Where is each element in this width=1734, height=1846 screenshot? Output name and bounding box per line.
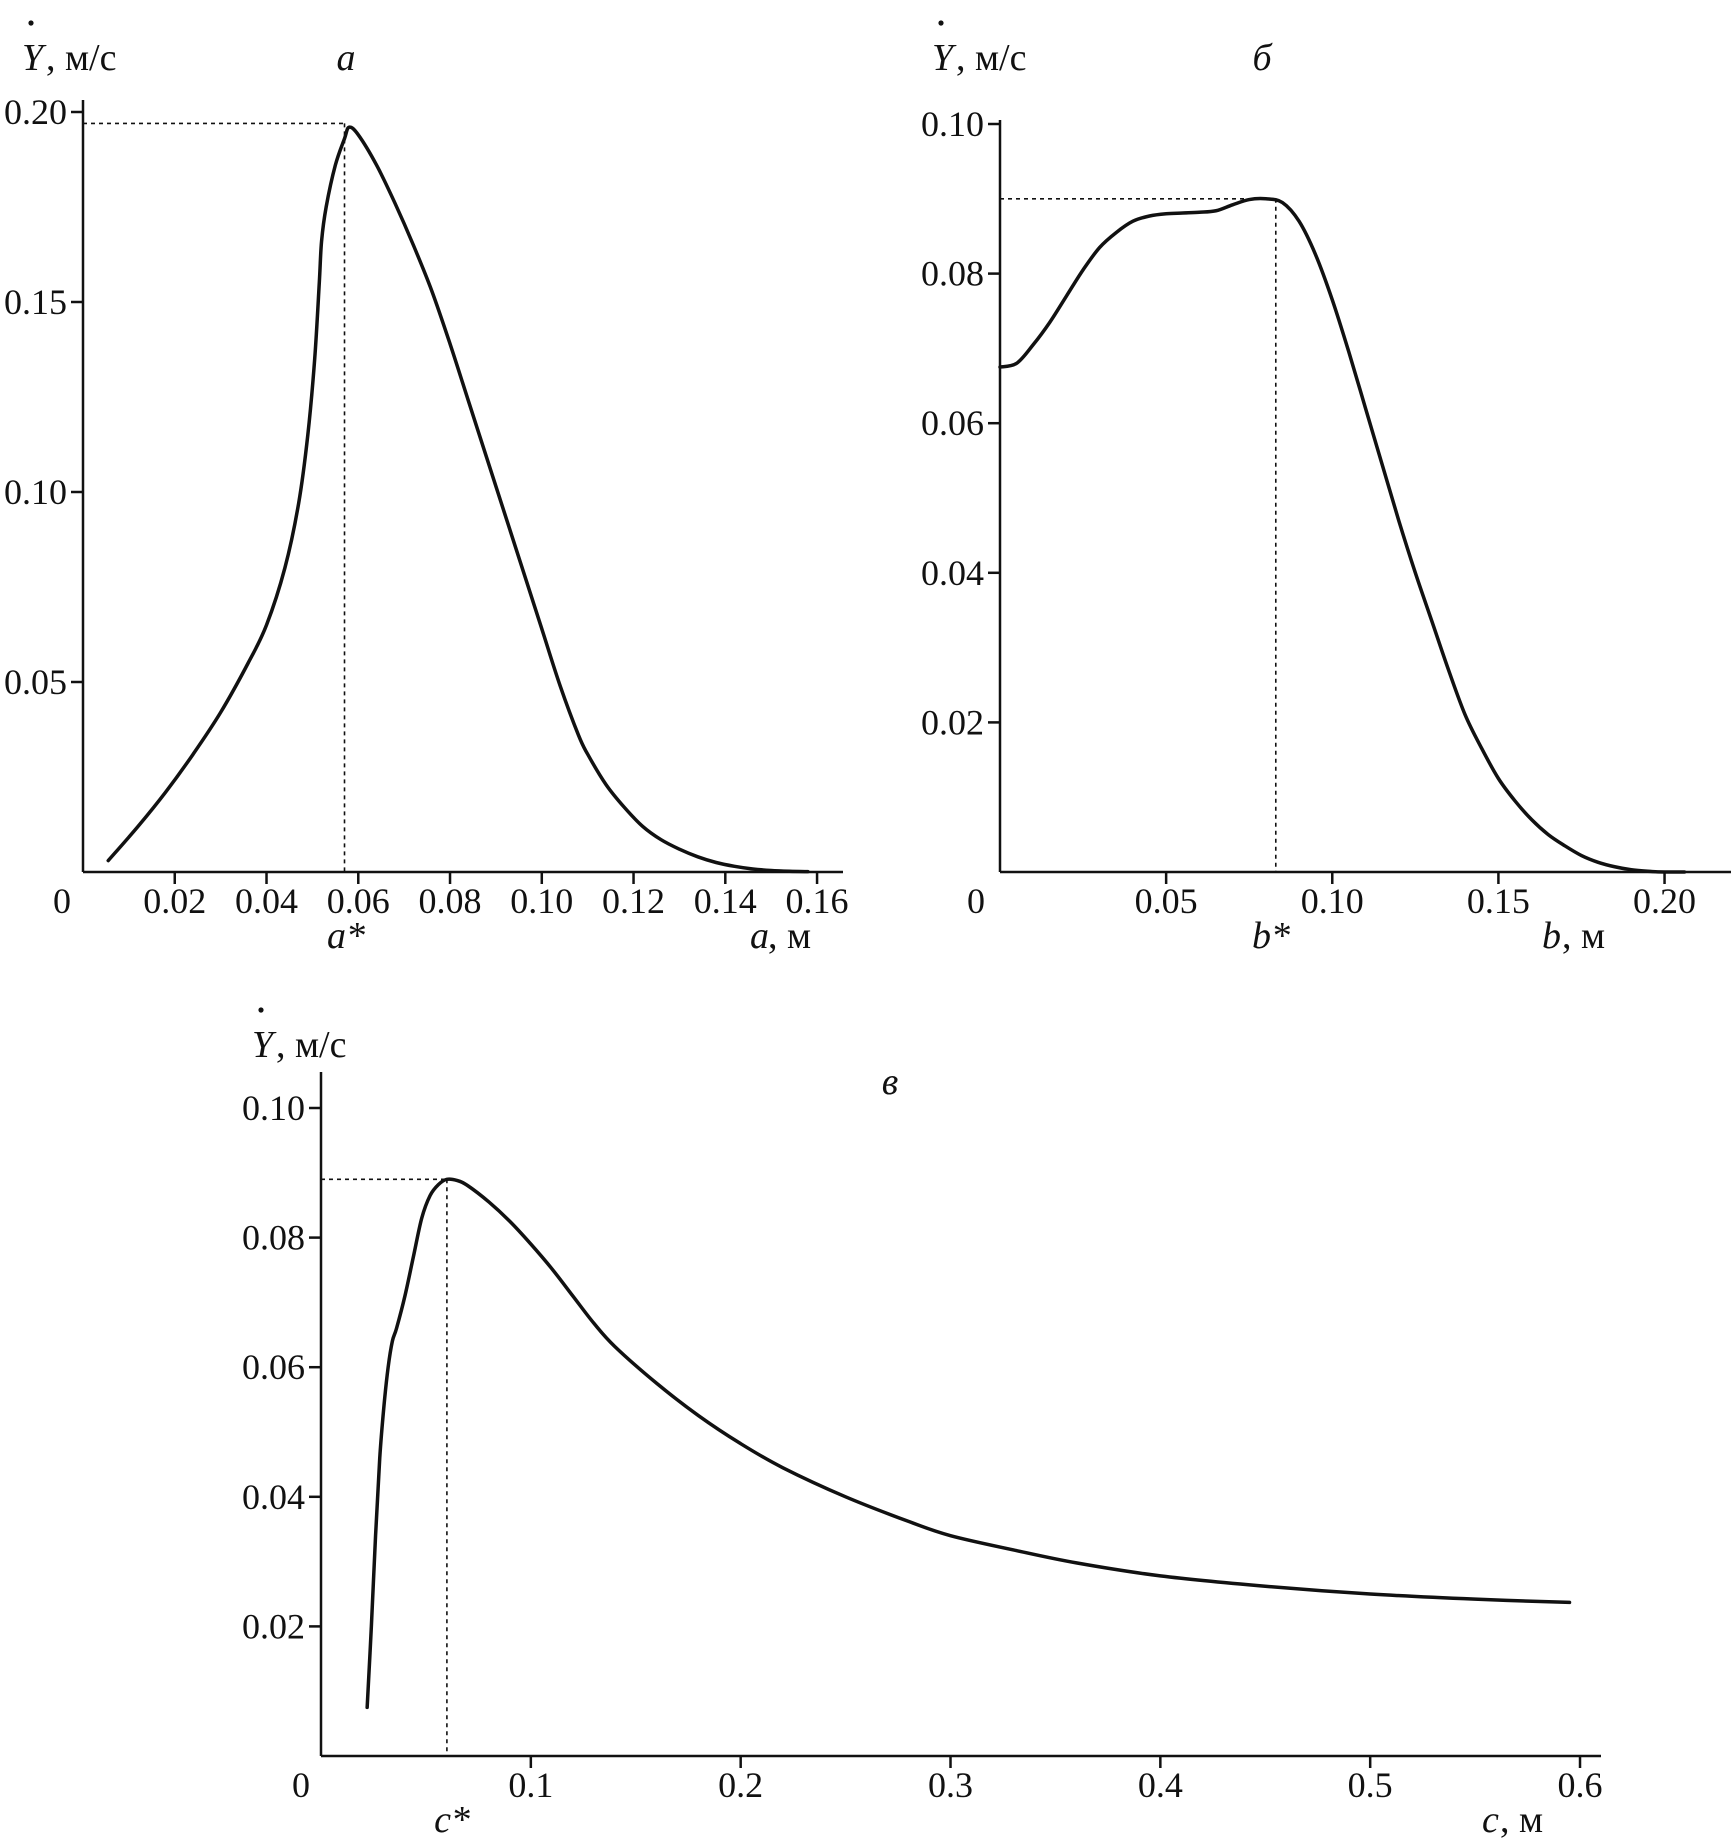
panel-label-a: а: [337, 37, 356, 79]
x-tick-label-c: 0.6: [1558, 1765, 1603, 1805]
x-tick-label-b: 0.20: [1633, 881, 1696, 921]
x-tick-label-a: 0.06: [327, 881, 390, 921]
x-axis-title-c: c , м: [1482, 1799, 1543, 1841]
optimum-label-b: b*: [1252, 915, 1290, 957]
y-axis-title-a: Y , м/с: [22, 20, 116, 79]
optimum-label-a: a*: [327, 915, 365, 957]
x-axis-title-b: b , м: [1542, 915, 1605, 957]
y-axis-unit-c: , м/с: [276, 1024, 346, 1066]
y-tick-label-c: 0.02: [242, 1606, 305, 1646]
x-axis-title-a: a , м: [750, 915, 811, 957]
y-axis-symbol-b: Y: [932, 37, 957, 79]
series-line-c: [365, 1177, 1572, 1710]
y-tick-label-b: 0.06: [921, 403, 984, 443]
y-axis-title-c: Y , м/с: [252, 1007, 346, 1066]
y-axis-symbol-a: Y: [22, 37, 47, 79]
x-axis-symbol-c: c: [1482, 1799, 1499, 1841]
y-tick-label-a: 0.05: [4, 662, 67, 702]
x-tick-label-a: 0.12: [602, 881, 665, 921]
y-axis-dot-a: [28, 20, 34, 26]
x-axis-symbol-a: a: [750, 915, 769, 957]
panel-label-b: б: [1252, 37, 1273, 79]
x-axis-unit-c: , м: [1500, 1799, 1543, 1841]
panel-label-c: в: [882, 1061, 899, 1103]
x-tick-label-b: 0.05: [1135, 881, 1198, 921]
series-line-b: [998, 196, 1687, 874]
x-axis-symbol-b: b: [1542, 915, 1561, 957]
y-tick-label-c: 0.04: [242, 1477, 305, 1517]
x-tick-label-c: 0.1: [508, 1765, 553, 1805]
x-tick-label-b: 0.15: [1467, 881, 1530, 921]
y-axis-title-b: Y , м/с: [932, 20, 1026, 79]
y-tick-label-b: 0.04: [921, 553, 984, 593]
x-tick-label-a: 0.14: [694, 881, 757, 921]
y-axis-unit-a: , м/с: [46, 37, 116, 79]
y-tick-label-c: 0.08: [242, 1218, 305, 1258]
y-tick-label-a: 0.10: [4, 472, 67, 512]
x-tick-label-b: 0.10: [1301, 881, 1364, 921]
x-tick-label-c: 0.3: [928, 1765, 973, 1805]
chart-panel-a: а Y , м/с 0 a* a , м 0.02 0.04 0.06 0.08 0.1…: [4, 20, 849, 957]
series-line-a: [106, 125, 810, 874]
y-tick-label-b: 0.08: [921, 254, 984, 294]
origin-label-c: 0: [292, 1765, 310, 1805]
y-axis-dot-c: [258, 1007, 264, 1013]
x-tick-label-c: 0.2: [718, 1765, 763, 1805]
x-axis-unit-a: , м: [768, 915, 811, 957]
y-tick-label-b: 0.02: [921, 702, 984, 742]
chart-panel-b: б Y , м/с 0 b* b , м 0.05 0.10 0.15 0.20 0.0…: [921, 20, 1731, 957]
x-axis-unit-b: , м: [1562, 915, 1605, 957]
optimum-label-c: c*: [434, 1799, 470, 1841]
chart-panel-c: в Y , м/с 0 c* c , м 0.1 0.2 0.3 0.4 0.5 0.6 0…: [242, 1007, 1603, 1841]
y-tick-label-a: 0.15: [4, 282, 67, 322]
y-axis-unit-b: , м/с: [956, 37, 1026, 79]
y-tick-label-b: 0.10: [921, 104, 984, 144]
y-axis-symbol-c: Y: [252, 1024, 277, 1066]
x-tick-label-a: 0.08: [419, 881, 482, 921]
y-axis-dot-b: [938, 20, 944, 26]
origin-label-a: 0: [53, 881, 71, 921]
y-tick-label-a: 0.20: [4, 92, 67, 132]
origin-label-b: 0: [967, 881, 985, 921]
x-tick-label-a: 0.10: [510, 881, 573, 921]
x-tick-label-c: 0.4: [1138, 1765, 1183, 1805]
x-tick-label-c: 0.5: [1348, 1765, 1393, 1805]
y-tick-label-c: 0.10: [242, 1088, 305, 1128]
x-tick-label-a: 0.02: [143, 881, 206, 921]
y-tick-label-c: 0.06: [242, 1347, 305, 1387]
x-tick-label-a: 0.16: [786, 881, 849, 921]
x-tick-label-a: 0.04: [235, 881, 298, 921]
